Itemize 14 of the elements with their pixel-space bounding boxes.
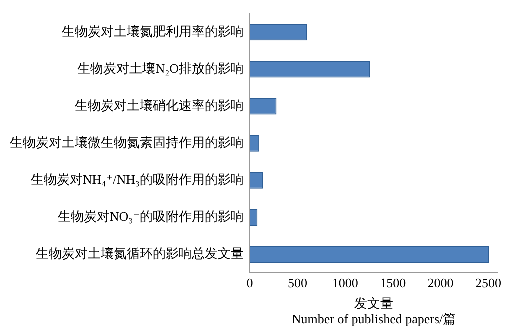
- x-tick-label: 2000: [428, 275, 454, 290]
- x-tick-label: 1000: [332, 275, 358, 290]
- y-tick-label: 生物炭对土壤氮肥利用率的影响: [62, 24, 244, 39]
- x-axis-title: 发文量 Number of published papers/篇: [292, 296, 456, 327]
- x-tick-label: 0: [246, 275, 254, 290]
- y-tick-label: 生物炭对土壤氮循环的影响总发文量: [36, 246, 244, 262]
- x-tick-label: 2500: [475, 275, 502, 290]
- y-tick-label: 生物炭对土壤N₂O排放的影响: [78, 60, 244, 76]
- y-tick-label: 生物炭对NO₃⁻的吸附作用的影响: [58, 209, 244, 224]
- x-tick-label: 500: [288, 275, 308, 290]
- y-tick-label: 生物炭对土壤硝化速率的影响: [75, 98, 244, 113]
- x-tick-label: 1500: [380, 275, 406, 290]
- y-tick-label: 生物炭对NH₄⁺/NH₃的吸附作用的影响: [30, 172, 244, 187]
- y-tick-label: 生物炭对土壤微生物氮素固持作用的影响: [10, 134, 244, 150]
